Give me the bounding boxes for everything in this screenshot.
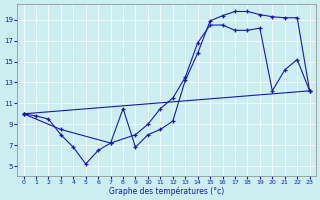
X-axis label: Graphe des températures (°c): Graphe des températures (°c) xyxy=(109,186,224,196)
